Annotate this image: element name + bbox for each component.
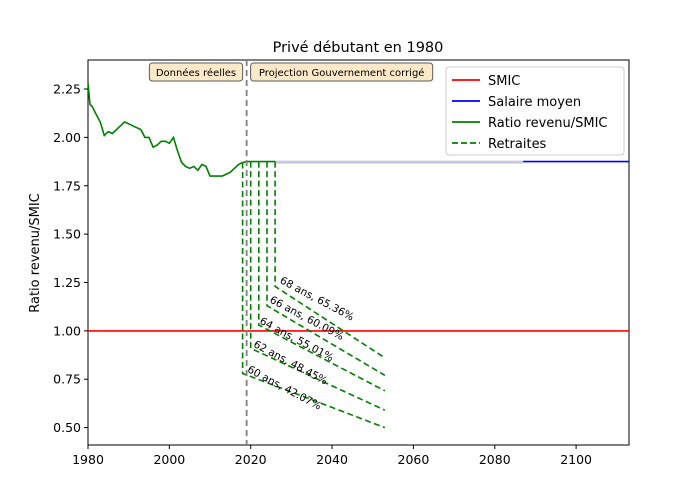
retraite-line (249, 161, 386, 411)
annotation-donnees-reelles: Données réelles (148, 62, 244, 82)
x-tick-label: 2020 (235, 452, 267, 467)
legend: SMIC Salaire moyen Ratio revenu/SMIC Retrai… (445, 66, 625, 156)
x-tick-label: 2080 (479, 452, 511, 467)
y-tick-label: 2.25 (53, 82, 81, 97)
y-tick-label: 2.00 (53, 130, 81, 145)
retraite-line (257, 161, 386, 392)
legend-entry: Salaire moyen (488, 95, 581, 110)
legend-entry: SMIC (488, 74, 520, 89)
x-tick-label: 2060 (398, 452, 430, 467)
y-tick-label: 1.50 (53, 227, 81, 242)
y-tick-label: 1.75 (53, 178, 81, 193)
plot-area: 1980 2000 2020 2040 2060 2080 2100 0.50 0.75 1.00… (53, 59, 630, 467)
legend-box (445, 66, 625, 156)
x-tick-label: 2040 (316, 452, 348, 467)
retraite-line (241, 162, 386, 429)
y-tick-label: 0.50 (53, 420, 81, 435)
retraite-line (266, 161, 386, 377)
annotation-projection-text: Projection Gouvernement corrigé (259, 67, 425, 79)
y-tick-label: 0.75 (53, 372, 81, 387)
legend-entry: Retraites (488, 137, 547, 152)
annotation-donnees-reelles-text: Données réelles (156, 67, 236, 79)
x-tick-label: 1980 (72, 452, 104, 467)
y-tick-label: 1.00 (53, 323, 81, 338)
x-tick-label: 2000 (153, 452, 185, 467)
y-axis-label: Ratio revenu/SMIC (28, 193, 43, 313)
chart-title: Privé débutant en 1980 (273, 40, 444, 56)
annotation-projection-box (250, 62, 434, 82)
plot-frame (87, 59, 630, 446)
annotation-donnees-reelles-box (148, 62, 244, 82)
y-tick-label: 1.25 (53, 275, 81, 290)
annotation-projection: Projection Gouvernement corrigé (250, 62, 434, 82)
ratio-line (88, 83, 276, 177)
series-group (88, 83, 629, 429)
retraite-line (274, 161, 386, 359)
legend-entry: Ratio revenu/SMIC (488, 116, 608, 131)
x-tick-label: 2100 (560, 452, 592, 467)
